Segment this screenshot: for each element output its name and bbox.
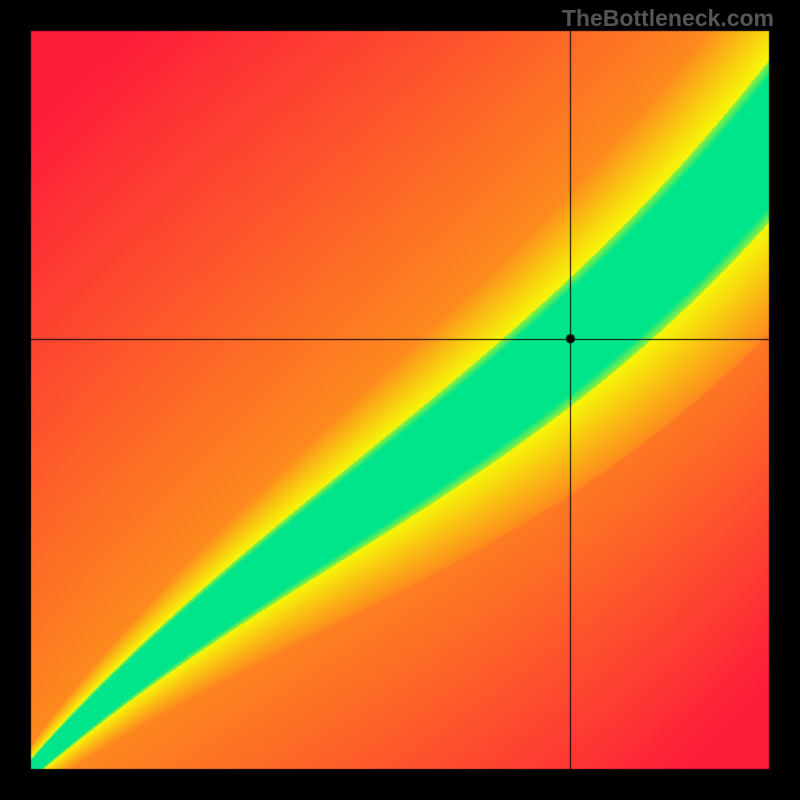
bottleneck-heatmap <box>0 0 800 800</box>
watermark-text: TheBottleneck.com <box>562 5 774 32</box>
